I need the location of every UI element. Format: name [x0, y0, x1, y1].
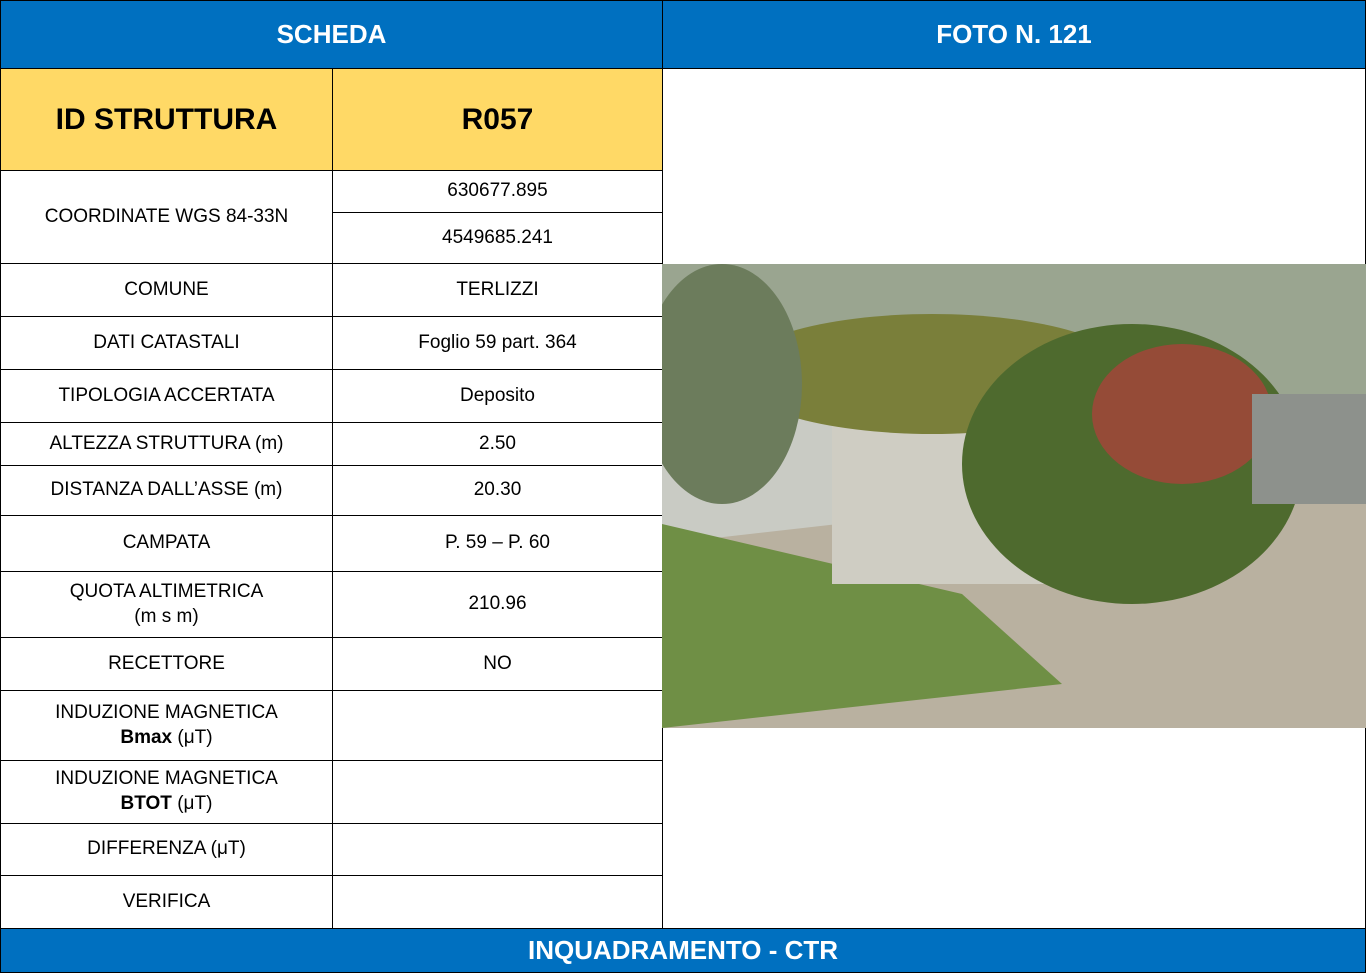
- text: CAMPATA: [122, 532, 211, 554]
- text: NO: [483, 652, 512, 674]
- text: COMUNE: [124, 278, 209, 300]
- row-value: [332, 823, 663, 876]
- text: QUOTA ALTIMETRICA: [69, 580, 264, 602]
- text: Deposito: [460, 384, 535, 406]
- text: ID STRUTTURA: [55, 103, 278, 136]
- row-label: TIPOLOGIA ACCERTATA: [0, 369, 333, 423]
- row-value-content: TERLIZZI: [456, 278, 538, 303]
- row-value: 210.96: [332, 571, 663, 638]
- row-value-content: Deposito: [460, 384, 535, 409]
- text: Bmax: [120, 726, 173, 748]
- row-label: ALTEZZA STRUTTURA (m): [0, 422, 333, 466]
- row-label-content: COMUNE: [124, 278, 208, 303]
- coord-value: 4549685.241: [332, 212, 663, 264]
- row-label-content: DISTANZA DALL’ASSE (m): [51, 478, 283, 503]
- row-value: 20.30: [332, 465, 663, 516]
- text: DATI CATASTALI: [93, 331, 240, 353]
- text: 630677.895: [447, 180, 548, 202]
- text: COORDINATE WGS 84-33N: [44, 205, 289, 227]
- row-value-content: P. 59 – P. 60: [445, 531, 550, 556]
- row-label-content: QUOTA ALTIMETRICA (m s m): [70, 580, 264, 629]
- text: (m s m): [134, 605, 199, 627]
- coord-label-content: COORDINATE WGS 84-33N: [45, 205, 289, 230]
- row-value-content: Foglio 59 part. 364: [418, 331, 576, 356]
- row-label-content: INDUZIONE MAGNETICA BTOT (μT): [55, 767, 278, 816]
- text: ALTEZZA STRUTTURA (m): [49, 432, 284, 454]
- row-label: DIFFERENZA (μT): [0, 823, 333, 876]
- row-label: DATI CATASTALI: [0, 316, 333, 370]
- text: TERLIZZI: [456, 278, 539, 300]
- text: SCHEDA: [276, 18, 387, 49]
- text: TIPOLOGIA ACCERTATA: [58, 384, 275, 406]
- text: 2.50: [479, 432, 516, 454]
- id-label: ID STRUTTURA: [0, 68, 333, 171]
- text: 20.30: [473, 479, 522, 501]
- text: BTOT: [120, 793, 172, 814]
- row-label: INDUZIONE MAGNETICA Bmax (μT): [0, 690, 333, 761]
- text: R057: [461, 103, 534, 136]
- row-value: 2.50: [332, 422, 663, 466]
- text: 210.96: [468, 593, 527, 615]
- row-label-content: RECETTORE: [108, 652, 225, 677]
- coord-label: COORDINATE WGS 84-33N: [0, 170, 333, 264]
- row-label-content: VERIFICA: [123, 890, 211, 915]
- row-label: RECETTORE: [0, 637, 333, 691]
- row-value: TERLIZZI: [332, 263, 663, 317]
- row-label-content: INDUZIONE MAGNETICA Bmax (μT): [55, 701, 278, 750]
- row-value: Deposito: [332, 369, 663, 423]
- row-label: COMUNE: [0, 263, 333, 317]
- coord-value: 630677.895: [332, 170, 663, 213]
- coord-value-content: 4549685.241: [442, 226, 553, 251]
- text: INQUADRAMENTO - CTR: [527, 934, 839, 965]
- text: P. 59 – P. 60: [445, 532, 550, 554]
- row-value: [332, 690, 663, 761]
- row-value: [332, 875, 663, 929]
- text: Foglio 59 part. 364: [418, 331, 577, 353]
- text: 4549685.241: [442, 226, 553, 248]
- row-label: VERIFICA: [0, 875, 333, 929]
- header-left-content: SCHEDA: [277, 18, 387, 52]
- row-label: QUOTA ALTIMETRICA (m s m): [0, 571, 333, 638]
- row-label: INDUZIONE MAGNETICA BTOT (μT): [0, 760, 333, 824]
- footer: INQUADRAMENTO - CTR: [0, 928, 1366, 973]
- text: VERIFICA: [122, 890, 211, 912]
- row-label-content: CAMPATA: [123, 531, 211, 556]
- row-label: DISTANZA DALL’ASSE (m): [0, 465, 333, 516]
- text: FOTO N. 121: [936, 18, 1092, 49]
- row-value: Foglio 59 part. 364: [332, 316, 663, 370]
- header-left: SCHEDA: [0, 0, 663, 69]
- row-label-content: DIFFERENZA (μT): [87, 837, 246, 862]
- text: INDUZIONE MAGNETICA: [55, 768, 278, 790]
- text: INDUZIONE MAGNETICA: [55, 701, 278, 723]
- header-right-content: FOTO N. 121: [936, 18, 1092, 52]
- id-value: R057: [332, 68, 663, 171]
- text: DISTANZA DALL’ASSE (m): [50, 479, 283, 501]
- row-label: CAMPATA: [0, 515, 333, 572]
- row-value: [332, 760, 663, 824]
- row-value-content: NO: [483, 652, 512, 677]
- row-value: NO: [332, 637, 663, 691]
- row-value: P. 59 – P. 60: [332, 515, 663, 572]
- row-value-content: 2.50: [479, 432, 516, 457]
- coord-value-content: 630677.895: [447, 179, 547, 204]
- photo: [662, 264, 1366, 728]
- row-value-content: 20.30: [474, 478, 522, 503]
- id-value-content: R057: [462, 100, 534, 139]
- row-label-content: DATI CATASTALI: [93, 331, 239, 356]
- row-label-content: ALTEZZA STRUTTURA (m): [50, 432, 284, 457]
- footer-content: INQUADRAMENTO - CTR: [528, 934, 838, 968]
- row-label-content: TIPOLOGIA ACCERTATA: [58, 384, 274, 409]
- text: (μT): [177, 793, 213, 814]
- text: RECETTORE: [108, 652, 225, 674]
- id-label-content: ID STRUTTURA: [56, 100, 278, 139]
- header-right: FOTO N. 121: [662, 0, 1366, 69]
- row-value-content: 210.96: [468, 592, 526, 617]
- text: (μT): [177, 726, 213, 748]
- text: DIFFERENZA (μT): [87, 838, 246, 860]
